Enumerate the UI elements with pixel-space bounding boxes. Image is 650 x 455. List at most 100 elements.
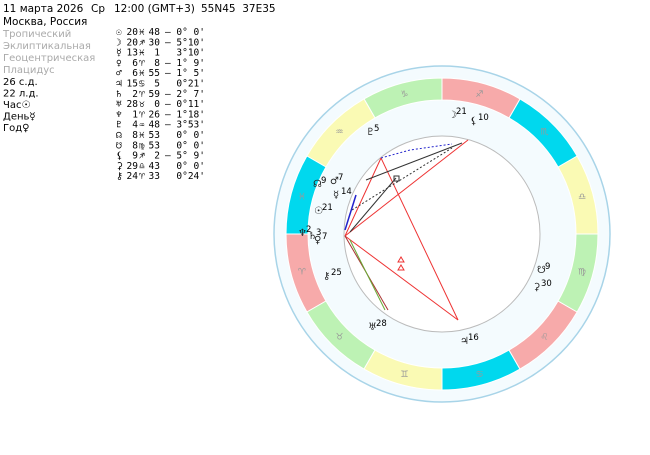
planet-sign: ♈︎ [139,109,145,120]
sign-glyph: ♍︎ [578,268,586,278]
wheel-num: 28 [376,319,387,329]
wheel-num: 7 [338,173,343,183]
planet-deg: 9 [132,151,138,162]
sign-glyph: ♋︎ [475,370,483,380]
planet-lat: – 2° 7' [165,89,205,100]
coords: 55N45 37E35 [201,3,276,15]
planet-min: 33 [149,171,160,182]
planet-sign: ♓︎ [139,68,145,79]
planet-deg: 13 [127,48,138,59]
planet-glyph: ♅ [116,99,122,110]
setting: Плацидус [3,65,55,76]
planet-lat: – 5°10' [165,37,205,48]
wheel-glyph: ♃ [460,336,469,347]
planet-deg: 6 [132,58,138,69]
planet-deg: 2 [132,89,138,100]
planet-lat: 0° 0' [176,140,205,151]
planet-glyph: ♄ [116,89,122,100]
wheel-num: 21 [322,203,333,213]
sign-glyph: ♎︎ [578,192,586,202]
planet-sign: ♐︎ [139,151,145,162]
planet-lat: – 1° 9' [165,58,205,69]
planet-min: 26 [149,109,161,120]
planet-glyph: ♆ [116,109,122,120]
planet-min: 59 [149,89,161,100]
wheel-glyph: ♅ [368,322,377,333]
inner-circle [343,135,541,333]
planet-deg: 1 [132,109,138,120]
planet-glyph: ♂ [116,68,122,79]
planet-lat: – 0° 0' [165,27,205,38]
wheel-num: 16 [468,333,479,343]
planet-sign: ♈︎ [139,89,145,100]
planet-glyph: ⚸ [116,151,123,162]
planet-deg: 15 [127,79,138,90]
planet-sign: ♋︎ [139,79,145,90]
wheel-num: 9 [545,262,550,272]
planet-sign: ♉︎ [139,99,145,110]
info: 22 л.д. [3,89,39,100]
planet-sign: ♓︎ [139,27,145,38]
planet-sign: ♐︎ [139,37,145,48]
setting: Тропический [2,29,71,40]
sign-glyph: ♈︎ [298,268,307,278]
planet-lat: 0° 0' [176,130,205,141]
planet-glyph: ⚷ [116,171,123,182]
wheel-glyph: ☋ [537,265,546,276]
wheel-glyph: ☿ [333,190,339,201]
planet-deg: 20 [127,37,139,48]
wheel-glyph: ⚸ [470,116,477,127]
planet-glyph: ☋ [116,140,122,151]
planet-sign: ♓︎ [139,130,145,141]
planet-deg: 6 [132,68,138,79]
planet-min: 53 [149,140,160,151]
planet-glyph: ♃ [116,79,122,90]
planet-lat: 0°21' [176,79,205,90]
planet-sign: ♒︎ [139,120,145,131]
date: 11 марта 2026 [3,3,84,15]
wheel-glyph: ☽ [448,110,457,121]
planet-deg: 8 [132,140,138,151]
wheel-num: 21 [456,107,467,117]
planet-deg: 20 [127,27,139,38]
planet-min: 1 [154,48,160,59]
planet-min: 30 [149,37,161,48]
wheel-glyph: ♂ [330,176,339,187]
planet-glyph: ☿ [116,48,122,59]
wheel-num: 2 [306,225,311,235]
wheel-glyph: ⚷ [323,271,330,282]
time: 12:00 (GMT+3) [114,3,195,15]
planet-min: 8 [154,58,160,69]
planet-min: 48 [149,120,161,131]
planet-lat: – 3°53' [165,120,205,131]
planet-glyph: ☊ [116,130,122,141]
planet-glyph: ♀ [116,58,122,69]
wheel-num: 3 [316,228,321,238]
planet-deg: 28 [127,99,139,110]
planet-lat: – 5° 9' [165,151,205,162]
planet-min: 43 [149,161,160,172]
sign-glyph: ♑︎ [400,90,408,100]
setting: Эклиптикальная [3,41,91,52]
planet-sign: ♎︎ [139,161,145,172]
wheel-glyph: ♆ [298,228,307,239]
sign-glyph: ♓︎ [298,192,306,202]
planet-lat: 0° 0' [176,161,205,172]
wheel-num: 14 [341,187,352,197]
wheel-num: 30 [541,279,552,289]
sign-glyph: ♊︎ [400,370,408,380]
planet-deg: 24 [127,171,139,182]
wheel-glyph: ☊ [313,179,322,190]
aspects [344,139,469,321]
planet-min: 5 [154,79,160,90]
wheel-num: 7 [322,232,327,242]
planet-min: 48 [149,27,161,38]
info: Год♀ [3,123,29,134]
planet-glyph: ☉ [116,27,122,38]
wheel-num: 5 [374,124,379,134]
planet-deg: 29 [127,161,139,172]
setting: Геоцентрическая [3,53,95,64]
planet-deg: 8 [132,130,138,141]
wheel-glyph: ⚳ [533,282,540,293]
